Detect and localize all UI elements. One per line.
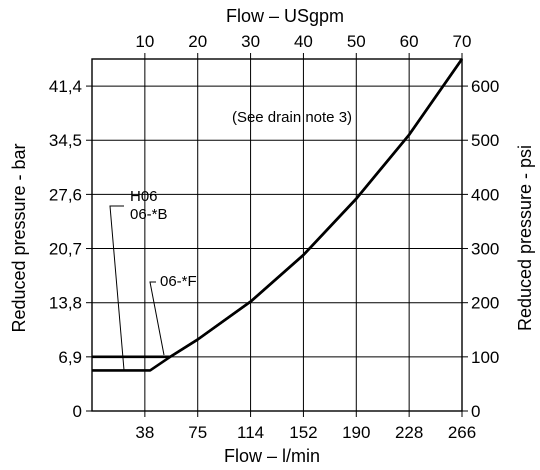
y-right-tick-label: 400: [471, 185, 499, 204]
series-label-h06-line: 06-*B: [130, 206, 168, 223]
x-bottom-axis-title: Flow – l/min: [224, 446, 320, 466]
x-top-tick-label: 10: [135, 32, 154, 51]
y-right-tick-label: 100: [471, 348, 499, 367]
y-right-tick-label: 600: [471, 77, 499, 96]
x-top-tick-label: 30: [241, 32, 260, 51]
x-top-tick-label: 50: [347, 32, 366, 51]
y-left-axis-title: Reduced pressure - bar: [9, 143, 29, 332]
series-h06-06b-line: [92, 58, 464, 372]
x-bottom-tick-label: 152: [289, 423, 317, 442]
y-left-tick-label: 41,4: [49, 77, 82, 96]
y-left-tick-label: 27,6: [49, 185, 82, 204]
x-bottom-tick-label: 75: [188, 423, 207, 442]
series-layer: [92, 58, 464, 372]
plot-frame: [91, 58, 463, 412]
x-bottom-tick-label: 114: [237, 423, 264, 442]
tick-labels: 10 38 20 75 30 114 40 152 50 190 60 228 70 266 0 0 6,9 10…: [49, 32, 499, 442]
y-right-tick-label: 0: [471, 402, 480, 421]
x-bottom-tick-label: 228: [395, 423, 423, 442]
drain-note-annotation: (See drain note 3): [232, 109, 352, 126]
y-left-tick-label: 34,5: [49, 131, 82, 150]
y-right-axis-title: Reduced pressure - psi: [515, 145, 535, 331]
x-bottom-tick-label: 190: [342, 423, 370, 442]
y-right-tick-label: 300: [471, 240, 499, 259]
leader-line-h06: [109, 205, 125, 371]
x-top-axis-title: Flow – USgpm: [226, 6, 344, 26]
series-label-06f: 06-*F: [160, 273, 197, 290]
grid: [86, 53, 468, 417]
x-top-tick-label: 40: [294, 32, 313, 51]
x-top-tick-label: 70: [453, 32, 472, 51]
y-left-tick-label: 6,9: [58, 348, 82, 367]
y-right-tick-label: 200: [471, 294, 499, 313]
x-bottom-tick-label: 266: [448, 423, 476, 442]
y-left-tick-label: 20,7: [49, 240, 82, 259]
y-left-tick-label: 0: [73, 402, 82, 421]
leader-line-06f: [149, 281, 165, 356]
x-bottom-tick-label: 38: [135, 423, 154, 442]
y-right-tick-label: 500: [471, 131, 499, 150]
series-label-h06: H06 06-*B: [130, 188, 168, 223]
series-label-h06-line: H06: [130, 188, 158, 205]
x-top-tick-label: 20: [188, 32, 207, 51]
y-left-tick-label: 13,8: [49, 294, 82, 313]
x-top-tick-label: 60: [400, 32, 419, 51]
